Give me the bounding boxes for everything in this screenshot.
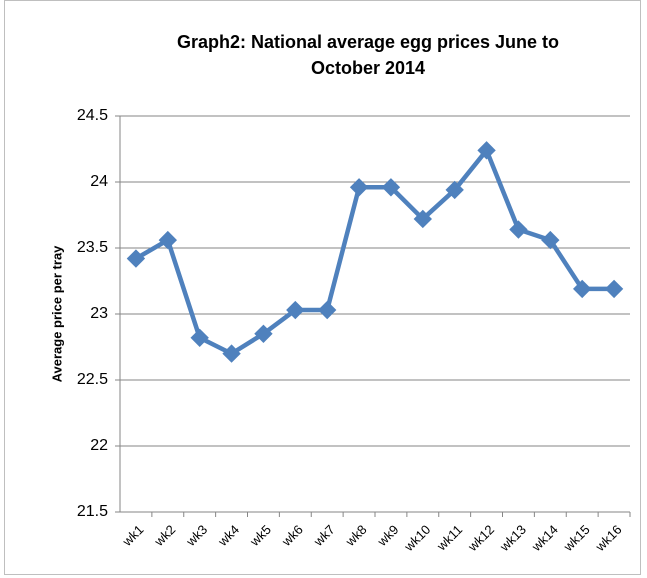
data-marker [349, 178, 369, 197]
y-tick-label: 24.5 [77, 107, 108, 124]
data-marker [286, 300, 305, 320]
data-marker [541, 230, 560, 250]
data-marker [381, 178, 401, 197]
chart-title: Graph2: National average egg prices June… [177, 32, 559, 78]
y-tick-label: 22.5 [77, 371, 108, 388]
data-marker [604, 279, 624, 299]
data-marker [158, 230, 178, 250]
data-marker [190, 328, 209, 347]
y-tick-label: 23.5 [77, 239, 108, 256]
data-marker [477, 141, 496, 160]
y-tick-label: 22 [90, 437, 108, 454]
data-marker [413, 209, 433, 229]
data-marker [317, 300, 337, 320]
data-marker [254, 324, 273, 343]
y-tick-label: 24 [90, 173, 108, 190]
y-tick-label: 23 [90, 305, 108, 322]
data-marker [445, 180, 464, 200]
data-marker [222, 344, 241, 363]
y-tick-label: 21.5 [77, 503, 108, 520]
data-marker [572, 279, 592, 299]
data-marker [126, 249, 146, 268]
y-axis-label: Average price per tray [49, 245, 64, 383]
data-marker [509, 220, 528, 239]
chart-frame [4, 0, 641, 575]
data-line [134, 148, 615, 356]
